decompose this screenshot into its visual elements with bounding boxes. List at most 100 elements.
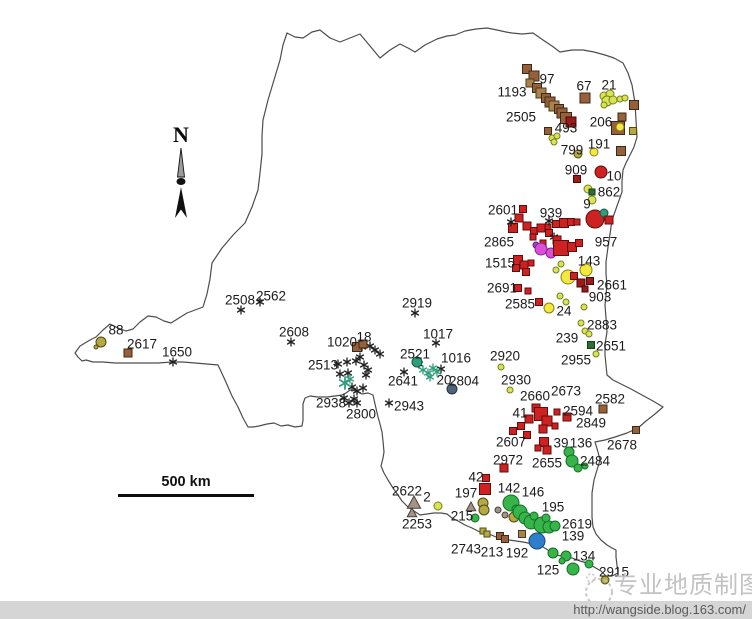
map-symbol — [355, 352, 365, 362]
map-symbol — [358, 383, 368, 393]
map-symbol — [592, 350, 600, 358]
map-symbol — [579, 263, 593, 277]
sample-label: 2660 — [520, 389, 550, 404]
sample-label: 41 — [512, 406, 527, 421]
map-symbol — [478, 504, 490, 516]
map-symbol — [236, 305, 246, 315]
sample-label: 903 — [589, 290, 612, 305]
map-symbol — [617, 112, 627, 122]
map-symbol — [519, 205, 527, 213]
map-symbol — [598, 404, 608, 414]
sample-label: 1650 — [162, 345, 192, 360]
map-symbol — [479, 483, 491, 495]
map-symbol — [286, 337, 296, 347]
map-symbol — [585, 330, 593, 338]
map-symbol — [576, 278, 586, 288]
sample-label: 213 — [481, 545, 504, 560]
map-symbol — [375, 349, 385, 359]
north-arrow: N — [162, 124, 200, 229]
map-symbol — [553, 132, 561, 140]
sample-label: 67 — [576, 79, 591, 94]
map-symbol — [514, 284, 522, 292]
sample-label: 909 — [565, 163, 588, 178]
sample-label: 1020 — [327, 335, 357, 350]
map-symbol — [581, 285, 589, 293]
sample-label: 2691 — [487, 281, 517, 296]
sample-label: 1016 — [441, 351, 471, 366]
sample-label: 2562 — [256, 289, 286, 304]
sample-label: 2661 — [597, 278, 627, 293]
map-symbol — [589, 147, 599, 157]
sample-label: 2617 — [127, 337, 157, 352]
map-symbol — [406, 494, 422, 509]
map-symbol — [615, 122, 625, 132]
map-symbol — [342, 357, 352, 367]
map-symbol — [543, 302, 555, 314]
map-symbol — [553, 408, 561, 416]
map-symbol — [588, 188, 596, 196]
map-symbol — [549, 520, 561, 532]
map-symbol — [522, 221, 532, 231]
sample-label: 2800 — [346, 407, 376, 422]
sample-label: 139 — [562, 529, 585, 544]
sample-label: 10 — [606, 169, 621, 184]
map-symbol — [338, 376, 352, 390]
url-bar: http://wangside.blog.163.com/ — [0, 601, 752, 619]
map-symbol — [585, 209, 605, 229]
map-symbol — [536, 223, 546, 233]
map-symbol — [552, 266, 560, 274]
sample-label: 2619 — [562, 517, 592, 532]
sample-label: 2253 — [402, 517, 432, 532]
map-symbol — [594, 165, 608, 179]
sample-label: 24 — [556, 304, 572, 319]
sample-label: 146 — [522, 485, 545, 500]
map-symbol — [608, 95, 618, 105]
map-symbol — [351, 356, 361, 366]
map-symbol — [573, 463, 583, 473]
map-symbol — [573, 175, 581, 183]
map-symbol — [550, 138, 558, 146]
sample-label: 2920 — [490, 349, 520, 364]
map-symbol — [370, 345, 380, 355]
map-symbol — [581, 462, 589, 470]
sample-label: 143 — [578, 254, 601, 269]
sample-label: 2955 — [561, 353, 591, 368]
sample-label: 2972 — [493, 453, 523, 468]
map-symbol — [431, 338, 441, 348]
map-symbol — [522, 268, 530, 276]
map-symbol — [482, 474, 490, 482]
map-symbol — [522, 64, 532, 74]
map-symbol — [410, 308, 420, 318]
map-symbol — [565, 116, 577, 128]
sample-label: 2883 — [587, 318, 617, 333]
map-symbol — [432, 367, 442, 377]
map-symbol — [541, 513, 551, 523]
map-symbol — [524, 414, 534, 424]
sample-label: 206 — [590, 115, 613, 130]
map-symbol — [433, 501, 443, 511]
sample-label: 88 — [108, 323, 123, 338]
map-symbol — [93, 344, 99, 350]
map-symbol — [584, 559, 594, 569]
sample-label: 197 — [455, 486, 478, 501]
map-symbol — [506, 217, 516, 227]
sample-label: 134 — [573, 549, 596, 564]
sample-label: 2915 — [599, 565, 629, 580]
map-symbol — [534, 242, 548, 256]
sample-label: 2678 — [607, 438, 637, 453]
map-symbol — [335, 369, 345, 379]
map-symbol — [517, 422, 525, 430]
map-symbol — [529, 511, 539, 521]
scale-bar-line — [118, 494, 254, 497]
map-symbol — [544, 216, 554, 226]
map-symbol — [616, 146, 626, 156]
sample-label: 125 — [537, 563, 560, 578]
map-symbol — [339, 393, 349, 403]
map-symbol — [446, 383, 458, 395]
sample-label: 493 — [555, 121, 578, 136]
sample-label: 195 — [542, 500, 565, 515]
sample-label: 136 — [570, 436, 593, 451]
sample-label: 2655 — [532, 456, 562, 471]
map-symbol — [629, 127, 637, 135]
